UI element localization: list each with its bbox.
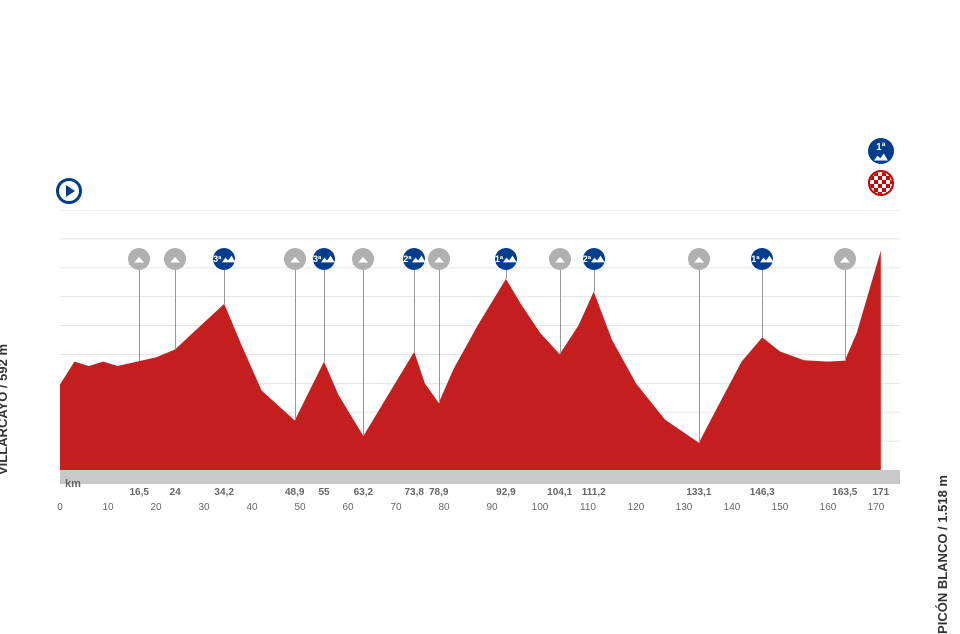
category-marker: 2ª <box>583 248 605 270</box>
waypoint-line <box>594 270 595 292</box>
x-tick: 120 <box>628 502 645 513</box>
waypoint-line <box>175 270 176 349</box>
x-tick: 170 <box>868 502 885 513</box>
km-marker: 73,8 <box>405 487 424 498</box>
category-marker: 1ª <box>495 248 517 270</box>
km-marker: 16,5 <box>129 487 148 498</box>
category-marker <box>549 248 571 270</box>
finish-icon <box>868 170 894 196</box>
waypoint-line <box>762 270 763 337</box>
km-marker: 171 <box>872 487 889 498</box>
finish-category-badge: 1ª <box>868 138 894 164</box>
category-marker <box>428 248 450 270</box>
x-tick: 160 <box>820 502 837 513</box>
finish-label: PICÓN BLANCO / 1.518 m <box>935 475 950 634</box>
km-marker: 78,9 <box>429 487 448 498</box>
waypoint-line <box>224 270 225 304</box>
x-tick: 100 <box>532 502 549 513</box>
category-marker <box>284 248 306 270</box>
x-tick: 130 <box>676 502 693 513</box>
km-marker: 146,3 <box>750 487 775 498</box>
elevation-profile-chart: VILLARCAYO / 592 m PICÓN BLANCO / 1.518 … <box>0 0 960 540</box>
start-icon <box>56 178 82 204</box>
x-tick: 110 <box>580 502 596 513</box>
km-marker: 104,1 <box>547 487 572 498</box>
km-marker: 55 <box>318 487 329 498</box>
waypoint-line <box>324 270 325 362</box>
waypoint-line <box>560 270 561 354</box>
profile-svg: 2002004004006006008008001000100012001200… <box>60 210 900 500</box>
x-tick: 50 <box>294 502 305 513</box>
x-tick: 80 <box>438 502 449 513</box>
waypoint-line <box>439 270 440 403</box>
x-tick: 20 <box>150 502 161 513</box>
km-marker: 111,2 <box>582 487 606 498</box>
km-marker: 63,2 <box>354 487 373 498</box>
waypoint-line <box>414 270 415 352</box>
km-marker: 133,1 <box>686 487 711 498</box>
x-tick: 140 <box>724 502 741 513</box>
waypoint-line <box>699 270 700 443</box>
x-tick: 30 <box>198 502 209 513</box>
category-marker: 3ª <box>213 248 235 270</box>
category-marker <box>834 248 856 270</box>
waypoint-line <box>845 270 846 361</box>
category-marker <box>688 248 710 270</box>
km-label: km <box>65 478 81 490</box>
x-tick: 10 <box>102 502 113 513</box>
waypoint-line <box>295 270 296 420</box>
km-marker: 163,5 <box>832 487 857 498</box>
km-marker: 24 <box>170 487 181 498</box>
start-label: VILLARCAYO / 592 m <box>0 344 10 475</box>
waypoint-line <box>506 270 507 279</box>
x-tick: 60 <box>342 502 353 513</box>
x-tick: 90 <box>486 502 497 513</box>
waypoint-line <box>139 270 140 361</box>
x-tick: 70 <box>390 502 401 513</box>
x-tick: 40 <box>246 502 257 513</box>
x-tick: 150 <box>772 502 789 513</box>
km-marker: 34,2 <box>214 487 233 498</box>
x-tick: 0 <box>57 502 63 513</box>
km-marker: 92,9 <box>496 487 515 498</box>
category-marker: 3ª <box>313 248 335 270</box>
km-marker: 48,9 <box>285 487 304 498</box>
waypoint-line <box>363 270 364 436</box>
